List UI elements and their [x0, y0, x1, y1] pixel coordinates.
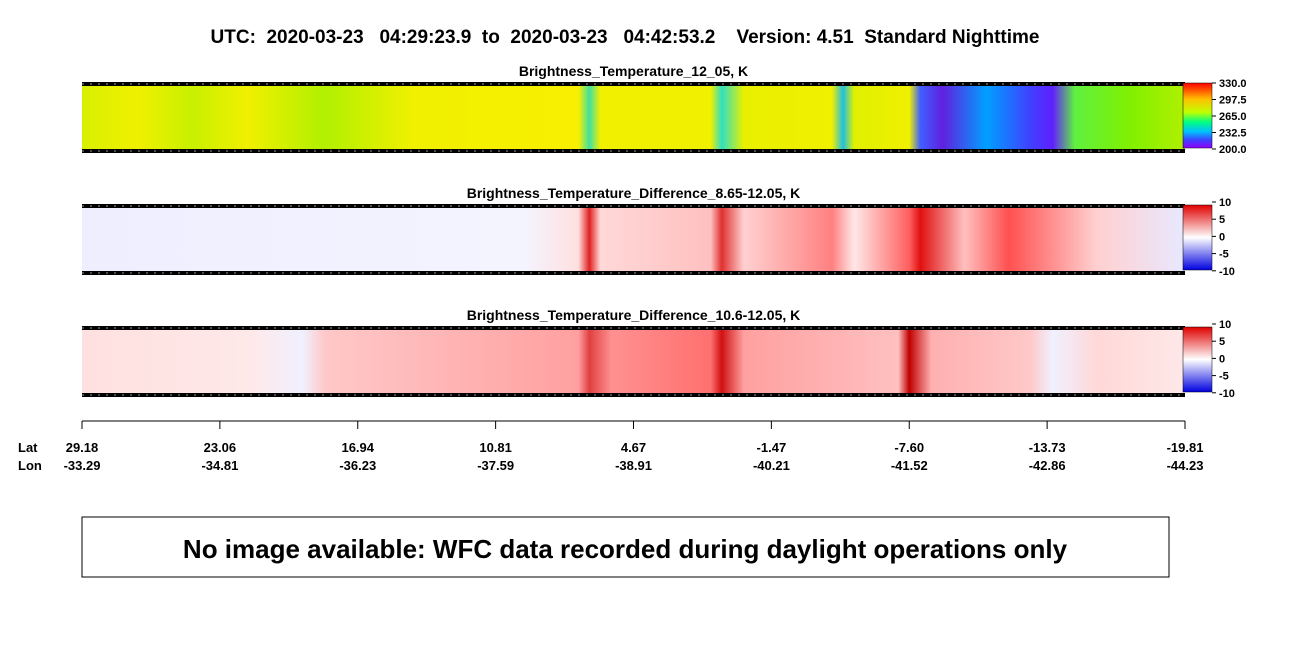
lon-value: -40.21	[753, 458, 790, 473]
colorbar-label: 232.5	[1219, 128, 1247, 140]
colorbar-label: 10	[1219, 319, 1231, 331]
lon-label: Lon	[18, 458, 42, 473]
lat-value: 16.94	[341, 440, 374, 455]
lat-value: -7.60	[894, 440, 924, 455]
colorbar	[1182, 82, 1213, 149]
lat-label: Lat	[18, 440, 38, 455]
lon-value: -42.86	[1029, 458, 1066, 473]
image-strip	[82, 327, 1185, 396]
lon-value: -37.59	[477, 458, 514, 473]
colorbar-label: 265.0	[1219, 111, 1247, 123]
colorbar	[1182, 204, 1213, 271]
lat-value: 10.81	[479, 440, 512, 455]
panel-title: Brightness_Temperature_Difference_10.6-1…	[467, 307, 801, 323]
lon-value: -33.29	[64, 458, 101, 473]
title: UTC: 2020-03-23 04:29:23.9 to 2020-03-23…	[211, 27, 1040, 48]
lon-value: -38.91	[615, 458, 652, 473]
lat-value: 23.06	[204, 440, 237, 455]
lat-value: -1.47	[757, 440, 787, 455]
colorbar-label: 10	[1219, 197, 1231, 209]
panel-title: Brightness_Temperature_12_05, K	[519, 63, 748, 79]
colorbar-label: -5	[1219, 371, 1229, 383]
colorbar	[1182, 326, 1213, 393]
colorbar-label: 297.5	[1219, 95, 1247, 107]
image-strip	[82, 205, 1185, 274]
message: No image available: WFC data recorded du…	[183, 534, 1068, 564]
message-box	[81, 516, 1170, 578]
panel-title: Brightness_Temperature_Difference_8.65-1…	[467, 185, 801, 201]
image-strip	[82, 83, 1185, 152]
lon-value: -36.23	[339, 458, 376, 473]
colorbar-label: 200.0	[1219, 144, 1247, 156]
lat-value: 29.18	[66, 440, 99, 455]
colorbar-label: -5	[1219, 249, 1229, 261]
colorbar-label: -10	[1219, 388, 1235, 400]
lon-value: -34.81	[201, 458, 238, 473]
colorbar-label: 330.0	[1219, 78, 1247, 90]
lat-value: -19.81	[1167, 440, 1204, 455]
lon-value: -44.23	[1167, 458, 1204, 473]
colorbar-label: -10	[1219, 266, 1235, 278]
colorbar-label: 0	[1219, 231, 1225, 243]
lat-value: 4.67	[621, 440, 646, 455]
colorbar-label: 0	[1219, 353, 1225, 365]
lon-value: -41.52	[891, 458, 928, 473]
colorbar-label: 5	[1219, 214, 1225, 226]
lat-value: -13.73	[1029, 440, 1066, 455]
colorbar-label: 5	[1219, 336, 1225, 348]
